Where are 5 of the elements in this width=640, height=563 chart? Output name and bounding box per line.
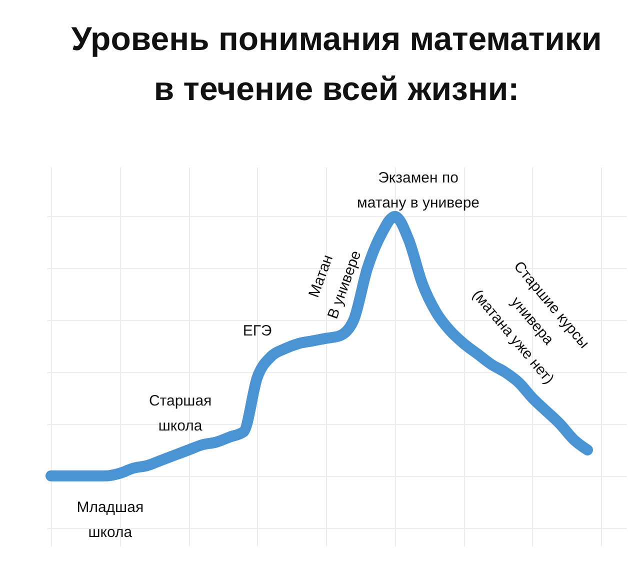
text: Младшая школа <box>76 499 144 542</box>
annotation: Старшая школа <box>148 392 212 435</box>
chart-title: Уровень понимания математики в течение всей жизни: <box>71 20 602 107</box>
annotation: ЕГЭ <box>242 322 272 340</box>
text: Экзамен по матану в универе <box>357 169 480 212</box>
